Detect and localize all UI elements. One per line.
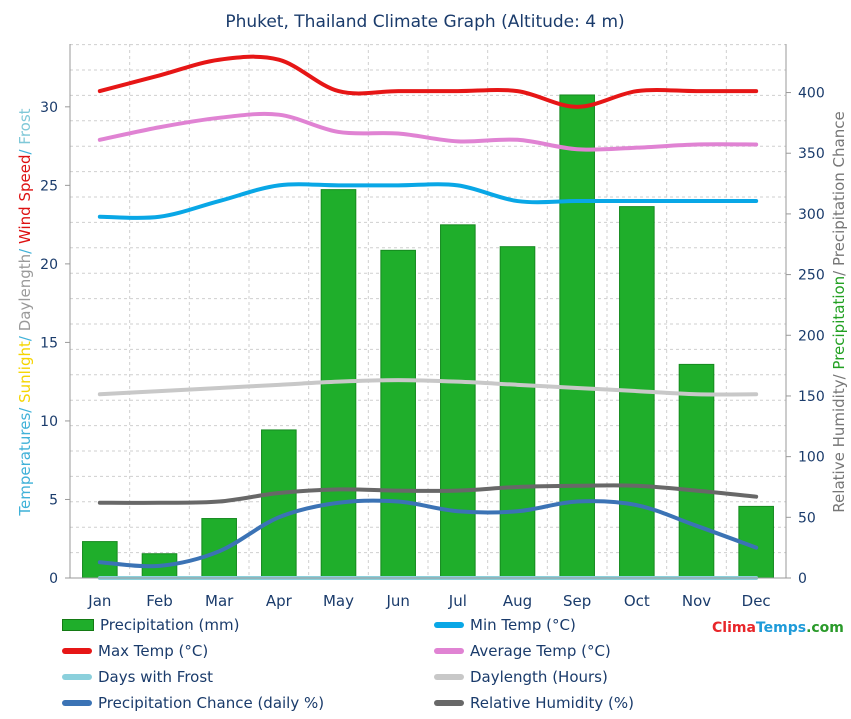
- left-tick-label: 0: [49, 571, 58, 587]
- right-tick-label: 350: [798, 146, 825, 162]
- legend-label: Max Temp (°C): [98, 642, 209, 660]
- legend-label: Precipitation (mm): [100, 616, 240, 634]
- x-tick-label: Oct: [624, 592, 650, 610]
- legend-label: Relative Humidity (%): [470, 694, 634, 712]
- series-line-3: [97, 111, 759, 152]
- series-line-5: [97, 378, 759, 397]
- x-tick-label: Apr: [266, 592, 293, 610]
- right-tick-label: 250: [798, 268, 825, 284]
- axis-label-part: / Precipitation Chance: [830, 111, 848, 276]
- precipitation-bar-jun: [380, 249, 416, 579]
- legend-swatch: [434, 700, 464, 706]
- right-tick-label: 300: [798, 207, 825, 223]
- x-tick-label: Sep: [563, 592, 591, 610]
- legend-item: Daylength (Hours): [434, 666, 608, 688]
- legend-swatch: [434, 674, 464, 680]
- precipitation-bar-sep: [559, 94, 595, 579]
- legend-swatch: [62, 619, 94, 631]
- legend-item: Min Temp (°C): [434, 614, 576, 636]
- x-tick-label: Feb: [146, 592, 173, 610]
- precipitation-bar-jul: [440, 224, 476, 579]
- legend-item: Precipitation (mm): [62, 614, 239, 636]
- x-tick-label: Nov: [682, 592, 711, 610]
- legend-label: Average Temp (°C): [470, 642, 611, 660]
- axis-label-part: Precipitation: [830, 276, 848, 370]
- legend-swatch: [434, 648, 464, 654]
- axis-label-part: Daylength: [16, 254, 34, 331]
- axis-label-part: /: [16, 403, 34, 413]
- series-line-2: [97, 54, 759, 109]
- legend-item: Average Temp (°C): [434, 640, 611, 662]
- x-tick-label: Aug: [503, 592, 532, 610]
- x-tick-label: Mar: [205, 592, 234, 610]
- left-tick-label: 5: [49, 492, 58, 508]
- axis-label-part: Relative Humidity: [830, 379, 848, 512]
- brand-part3: .com: [806, 620, 844, 636]
- precipitation-bar-apr: [261, 429, 297, 579]
- left-tick-label: 10: [40, 414, 58, 430]
- axis-label-part: /: [16, 244, 34, 254]
- x-tick-label: Dec: [742, 592, 771, 610]
- left-tick-label: 20: [40, 257, 58, 273]
- left-tick-label: 30: [40, 100, 58, 116]
- x-tick-label: Jun: [385, 592, 409, 610]
- left-tick-label: 25: [40, 178, 58, 194]
- right-tick-label: 200: [798, 328, 825, 344]
- series-line-7: [97, 483, 759, 505]
- precipitation-bar-aug: [499, 246, 536, 579]
- legend-item: Max Temp (°C): [62, 640, 208, 662]
- axis-label-part: /: [16, 331, 34, 341]
- axis-label-part: Frost: [16, 108, 34, 144]
- legend-label: Min Temp (°C): [470, 616, 576, 634]
- right-tick-label: 400: [798, 86, 825, 102]
- series-line-6: [97, 498, 759, 569]
- legend-label: Precipitation Chance (daily %): [98, 694, 325, 712]
- legend-item: Relative Humidity (%): [434, 692, 634, 714]
- precipitation-bar-mar: [201, 518, 237, 579]
- axis-label-part: /: [16, 145, 34, 155]
- right-tick-label: 150: [798, 389, 825, 405]
- legend-swatch: [62, 648, 92, 654]
- legend-item: Days with Frost: [62, 666, 213, 688]
- legend-swatch: [62, 674, 92, 680]
- series-line-1: [97, 182, 759, 220]
- brand-logo: ClimaTemps.com: [712, 620, 844, 636]
- legend-item: Precipitation Chance (daily %): [62, 692, 324, 714]
- axis-label-part: Wind Speed: [16, 155, 34, 245]
- axis-label-part: /: [830, 370, 848, 380]
- legend-swatch: [434, 622, 464, 628]
- x-tick-label: Jul: [448, 592, 467, 610]
- right-tick-label: 0: [798, 571, 807, 587]
- right-axis-label: Relative Humidity/ Precipitation/ Precip…: [830, 111, 848, 512]
- right-tick-label: 100: [798, 450, 825, 466]
- axis-label-part: Temperatures: [16, 413, 34, 517]
- brand-part1: Clima: [712, 620, 756, 636]
- left-tick-label: 15: [40, 335, 58, 351]
- legend-label: Daylength (Hours): [470, 668, 608, 686]
- x-tick-label: May: [323, 592, 354, 610]
- brand-part2: Temps: [755, 620, 807, 636]
- axis-label-part: Sunlight: [16, 341, 34, 403]
- right-tick-label: 50: [798, 510, 816, 526]
- chart-title: Phuket, Thailand Climate Graph (Altitude…: [225, 12, 624, 32]
- left-axis-label: Temperatures/ Sunlight/ Daylength/ Wind …: [16, 108, 34, 516]
- precipitation-bar-jan: [82, 541, 118, 579]
- legend-label: Days with Frost: [98, 668, 214, 686]
- precipitation-bar-nov: [678, 363, 715, 579]
- x-tick-label: Jan: [87, 592, 111, 610]
- legend-swatch: [62, 700, 92, 706]
